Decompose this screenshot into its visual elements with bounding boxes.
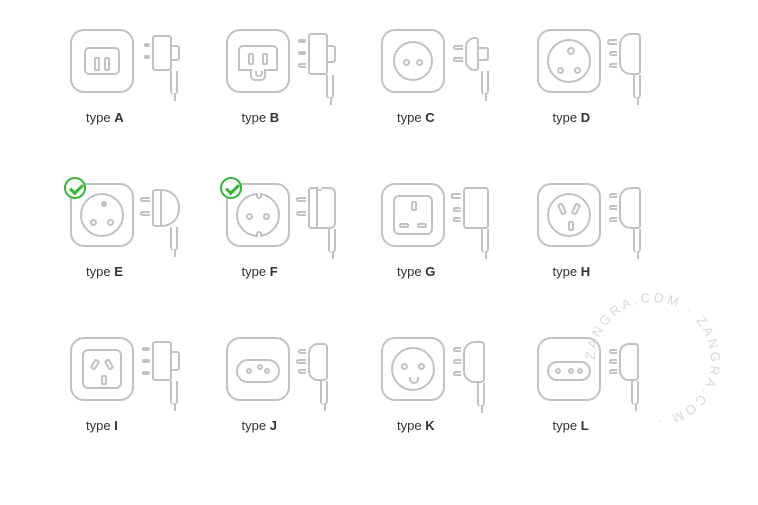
- cell-type-c: type C: [381, 18, 525, 162]
- cell-type-h: type H: [537, 172, 681, 316]
- socket-k-icon: [381, 337, 445, 401]
- cell-type-a: type A: [70, 18, 214, 162]
- cell-type-e: type E: [70, 172, 214, 316]
- plug-j-icon: [294, 329, 352, 409]
- socket-d-icon: [537, 29, 601, 93]
- plug-b-icon: [294, 21, 352, 101]
- label-f: type F: [242, 264, 278, 279]
- socket-i-icon: [70, 337, 134, 401]
- cell-type-l: type L: [537, 326, 681, 470]
- plug-f-icon: [294, 175, 352, 255]
- socket-g-icon: [381, 183, 445, 247]
- plug-a-icon: [138, 21, 196, 101]
- plug-k-icon: [449, 329, 507, 409]
- label-b: type B: [242, 110, 280, 125]
- label-j: type J: [242, 418, 277, 433]
- cell-type-k: type K: [381, 326, 525, 470]
- plug-type-grid: type A type B: [0, 0, 680, 470]
- label-l: type L: [553, 418, 589, 433]
- cell-type-g: type G: [381, 172, 525, 316]
- socket-h-icon: [537, 183, 601, 247]
- socket-e-icon: [70, 183, 134, 247]
- label-i: type I: [86, 418, 118, 433]
- cell-type-d: type D: [537, 18, 681, 162]
- label-c: type C: [397, 110, 435, 125]
- socket-c-icon: [381, 29, 445, 93]
- plug-g-icon: [449, 175, 507, 255]
- socket-a-icon: [70, 29, 134, 93]
- label-a: type A: [86, 110, 124, 125]
- cell-type-f: type F: [226, 172, 370, 316]
- cell-type-b: type B: [226, 18, 370, 162]
- label-h: type H: [553, 264, 591, 279]
- socket-l-icon: [537, 337, 601, 401]
- label-e: type E: [86, 264, 123, 279]
- plug-e-icon: [138, 175, 196, 255]
- cell-type-i: type I: [70, 326, 214, 470]
- check-icon: [220, 177, 242, 199]
- label-d: type D: [553, 110, 591, 125]
- socket-f-icon: [226, 183, 290, 247]
- label-k: type K: [397, 418, 435, 433]
- socket-b-icon: [226, 29, 290, 93]
- plug-i-icon: [138, 329, 196, 409]
- check-icon: [64, 177, 86, 199]
- label-g: type G: [397, 264, 435, 279]
- plug-c-icon: [449, 21, 507, 101]
- socket-j-icon: [226, 337, 290, 401]
- plug-d-icon: [605, 21, 663, 101]
- plug-h-icon: [605, 175, 663, 255]
- plug-l-icon: [605, 329, 663, 409]
- cell-type-j: type J: [226, 326, 370, 470]
